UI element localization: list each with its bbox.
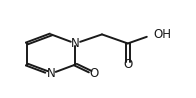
Text: O: O (90, 67, 99, 80)
Text: O: O (123, 58, 132, 71)
Text: N: N (47, 67, 55, 80)
Text: N: N (71, 37, 80, 50)
Text: OH: OH (154, 28, 172, 41)
